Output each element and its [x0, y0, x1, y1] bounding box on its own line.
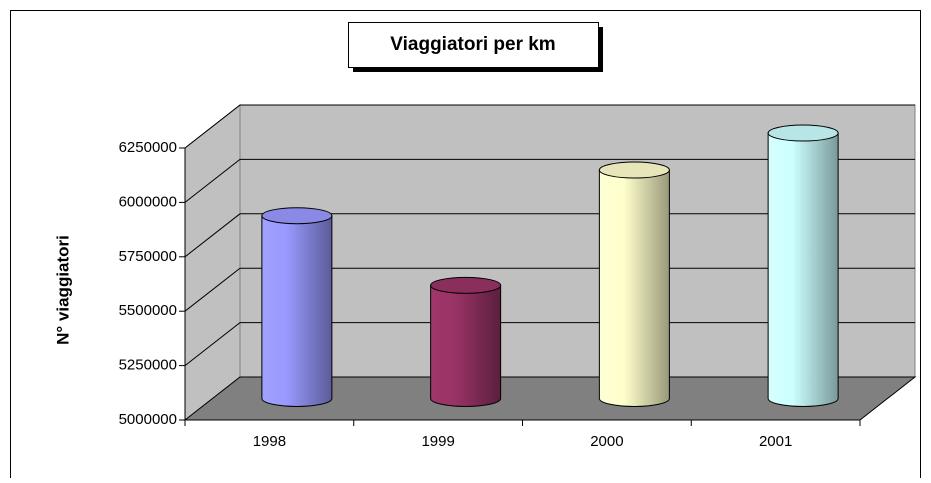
cylinder-top [767, 124, 839, 142]
title-box [348, 22, 599, 68]
cylinder [598, 169, 670, 407]
chart-title: Viaggiatori per km [390, 34, 555, 55]
cylinder-top [598, 161, 670, 179]
x-tick-label: 2001 [759, 433, 792, 450]
x-tick-label: 1999 [421, 433, 454, 450]
grid-line [184, 213, 915, 258]
y-axis-label: N° viaggiatori [53, 235, 72, 345]
grid-line [184, 267, 915, 312]
plot-area: 5000000 5250000 5500000 5750000 6000000 62500… [119, 103, 917, 450]
x-tick-label: 1998 [253, 433, 286, 450]
cylinder [767, 132, 839, 407]
y-tick-label: 6250000 [119, 139, 177, 156]
side-wall [184, 103, 241, 422]
y-tick-label: 5500000 [119, 302, 177, 319]
cylinder [261, 215, 333, 407]
y-tick-label: 5750000 [119, 248, 177, 265]
grid-line [184, 322, 915, 366]
y-tick-label: 5250000 [119, 357, 177, 374]
y-tick-label: 6000000 [119, 193, 177, 210]
grid-line [184, 104, 915, 149]
cylinder-top [430, 276, 502, 294]
y-tick-label: 5000000 [119, 411, 177, 428]
cylinder [430, 284, 502, 407]
grid-line [184, 158, 915, 203]
cylinder-top [261, 207, 333, 225]
x-tick-label: 2000 [590, 433, 623, 450]
